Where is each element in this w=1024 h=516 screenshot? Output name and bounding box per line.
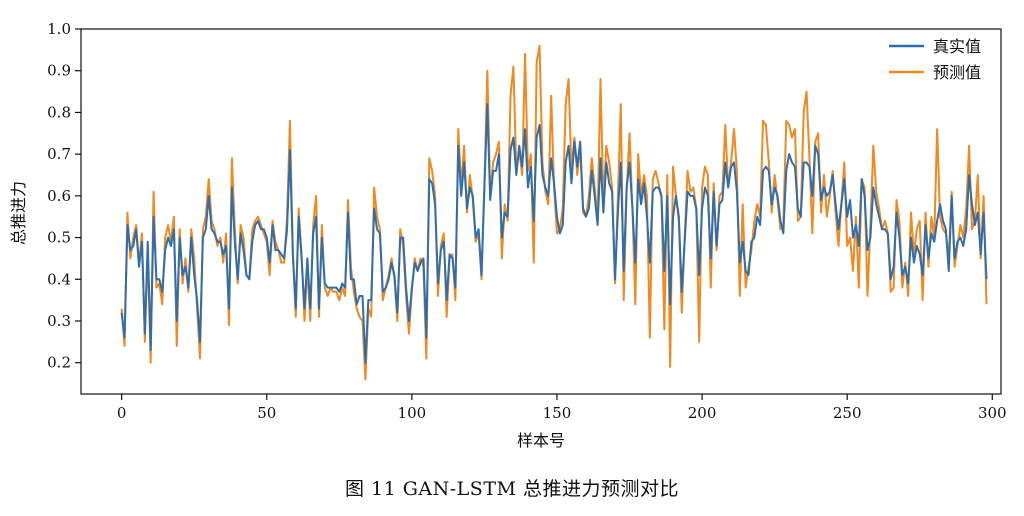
legend: 真实值 预测值 xyxy=(889,37,981,82)
x-tick-label: 100 xyxy=(398,404,427,422)
y-tick-label: 0.6 xyxy=(47,187,71,205)
series-lines xyxy=(120,44,988,381)
x-tick-label: 250 xyxy=(833,404,862,422)
x-axis-ticks: 0 50 100 150 200 250 300 xyxy=(117,394,1007,422)
y-tick-label: 0.2 xyxy=(47,354,71,372)
legend-label-pred: 预测值 xyxy=(933,63,981,82)
y-axis-ticks: 0.2 0.3 0.4 0.5 0.6 0.7 0.8 0.9 1.0 xyxy=(47,20,81,372)
y-tick-label: 0.4 xyxy=(47,270,71,288)
y-tick-label: 0.5 xyxy=(47,229,71,247)
x-tick-label: 200 xyxy=(688,404,717,422)
series-line-true xyxy=(120,103,988,364)
x-tick-label: 150 xyxy=(543,404,572,422)
y-tick-label: 0.7 xyxy=(47,145,71,163)
line-chart: 0 50 100 150 200 250 300 0.2 0.3 0.4 0.5 0.6 0.7 0.8… xyxy=(9,20,1007,450)
x-tick-label: 50 xyxy=(257,404,276,422)
series-line-pred xyxy=(120,44,988,381)
plot-frame xyxy=(80,28,1002,395)
x-tick-label: 0 xyxy=(117,404,127,422)
y-tick-label: 0.9 xyxy=(47,62,71,80)
x-axis-label: 样本号 xyxy=(517,431,565,450)
y-axis-label: 总推进力 xyxy=(9,181,28,245)
y-tick-label: 0.8 xyxy=(47,103,71,121)
x-tick-label: 300 xyxy=(978,404,1007,422)
y-tick-label: 0.3 xyxy=(47,312,71,330)
y-tick-label: 1.0 xyxy=(47,20,71,38)
legend-label-true: 真实值 xyxy=(933,37,981,56)
figure-caption: 图 11 GAN-LSTM 总推进力预测对比 xyxy=(344,478,679,500)
